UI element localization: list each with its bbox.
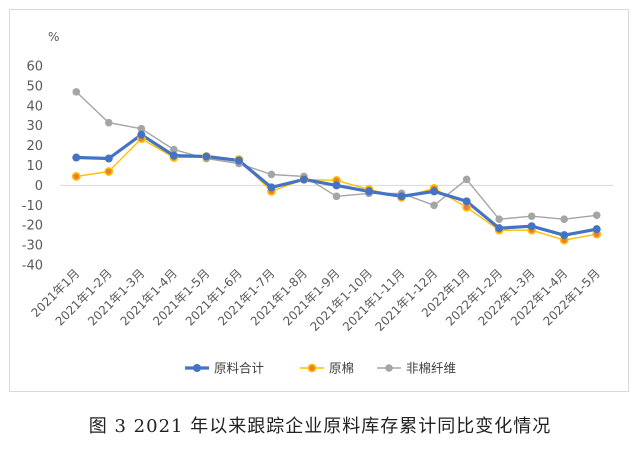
data-point: [462, 197, 471, 206]
legend-label: 原棉: [329, 361, 354, 376]
legend: 原料合计 原棉 非棉纤维: [185, 361, 456, 376]
series-lines: [75, 91, 597, 241]
series-markers: [71, 88, 602, 245]
y-tick-label: 50: [26, 79, 43, 94]
legend-swatch-marker: [307, 363, 317, 373]
legend-label: 非棉纤维: [406, 361, 456, 376]
y-tick-label: -20: [22, 219, 43, 234]
data-point: [560, 215, 569, 224]
data-point: [104, 118, 113, 127]
data-point: [267, 183, 276, 192]
data-point: [592, 211, 601, 220]
data-point: [72, 153, 81, 162]
data-point: [202, 152, 211, 161]
data-point: [592, 225, 601, 234]
data-point: [104, 167, 114, 176]
legend-swatch-marker: [385, 364, 393, 372]
legend-swatch-marker: [193, 364, 201, 372]
data-point: [430, 201, 438, 210]
data-point: [365, 187, 374, 196]
figure-caption: 图 3 2021 年以来跟踪企业原料库存累计同比变化情况: [88, 416, 552, 437]
y-tick-label: -10: [22, 199, 43, 214]
data-point: [462, 175, 471, 184]
data-point: [495, 224, 504, 233]
data-point: [527, 212, 536, 221]
data-point: [71, 172, 81, 181]
data-point: [170, 145, 178, 154]
data-point: [495, 215, 503, 224]
y-tick-label: 20: [26, 139, 43, 154]
y-tick-label: 60: [26, 60, 43, 75]
y-tick-label: 10: [26, 159, 43, 174]
data-point: [234, 156, 243, 165]
y-tick-label: 30: [26, 119, 43, 134]
y-tick-label: -30: [22, 239, 43, 254]
data-point: [299, 175, 308, 184]
y-tick-label: 0: [35, 179, 43, 194]
chart-frame: % 60 50 40 30 20 10 0 -10 -20 -30 -40 2021年1月 2021年…: [9, 9, 629, 392]
data-point: [430, 187, 439, 196]
data-point: [267, 170, 276, 179]
data-point: [560, 231, 569, 240]
data-point: [72, 88, 81, 96]
data-point: [137, 130, 146, 139]
data-point: [332, 181, 341, 190]
data-point: [169, 151, 178, 160]
data-point: [104, 154, 113, 163]
x-axis-ticks: 2021年1月2021年1-2月2021年1-3月2021年1-4月2021年1…: [29, 266, 603, 334]
data-point: [397, 192, 406, 201]
y-tick-label: 40: [26, 99, 43, 114]
legend-label: 原料合计: [214, 361, 264, 376]
data-point: [137, 124, 146, 133]
line-chart: % 60 50 40 30 20 10 0 -10 -20 -30 -40 2021年1月2021年…: [22, 30, 613, 376]
data-point: [527, 222, 536, 231]
y-axis-ticks: 60 50 40 30 20 10 0 -10 -20 -30 -40: [22, 60, 43, 274]
data-point: [332, 192, 341, 201]
y-unit-label: %: [48, 30, 59, 44]
y-tick-label: -40: [22, 259, 43, 274]
